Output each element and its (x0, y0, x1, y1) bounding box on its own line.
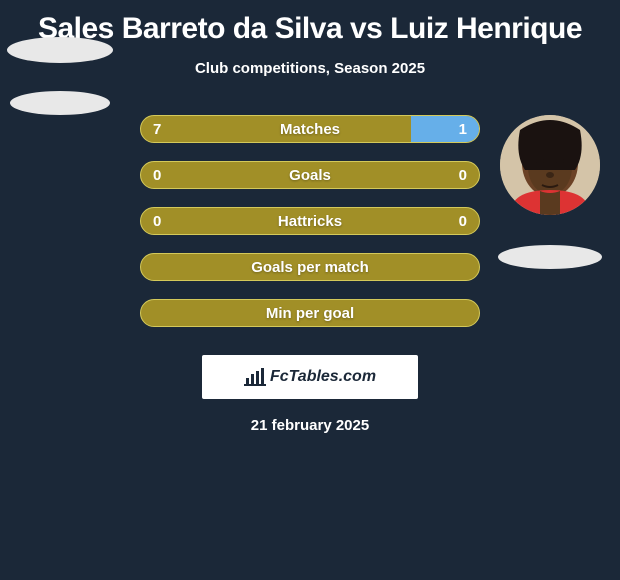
player-face-icon (500, 115, 600, 215)
logo-badge: FcTables.com (202, 355, 418, 399)
stat-bar: Min per goal (140, 299, 480, 327)
logo-text: FcTables.com (270, 368, 376, 386)
date-label: 21 february 2025 (0, 417, 620, 434)
player-right-avatar (500, 115, 600, 215)
stat-label: Min per goal (141, 300, 479, 326)
subtitle: Club competitions, Season 2025 (0, 60, 620, 77)
stat-label: Goals per match (141, 254, 479, 280)
stat-label: Goals (141, 162, 479, 188)
stat-bars: 71Matches 00Goals 00Hattricks Goals per mat… (140, 115, 480, 327)
avatar-shadow-oval (498, 245, 602, 269)
stat-label: Matches (141, 116, 479, 142)
stat-bar: 00Hattricks (140, 207, 480, 235)
player-right-column (490, 115, 610, 269)
avatar-placeholder-oval (7, 37, 113, 63)
comparison-panel: 71Matches 00Goals 00Hattricks Goals per mat… (0, 115, 620, 335)
stat-bar: Goals per match (140, 253, 480, 281)
avatar-shadow-oval (10, 91, 110, 115)
stat-bar: 71Matches (140, 115, 480, 143)
stat-bar: 00Goals (140, 161, 480, 189)
barchart-icon (244, 368, 266, 386)
stat-label: Hattricks (141, 208, 479, 234)
